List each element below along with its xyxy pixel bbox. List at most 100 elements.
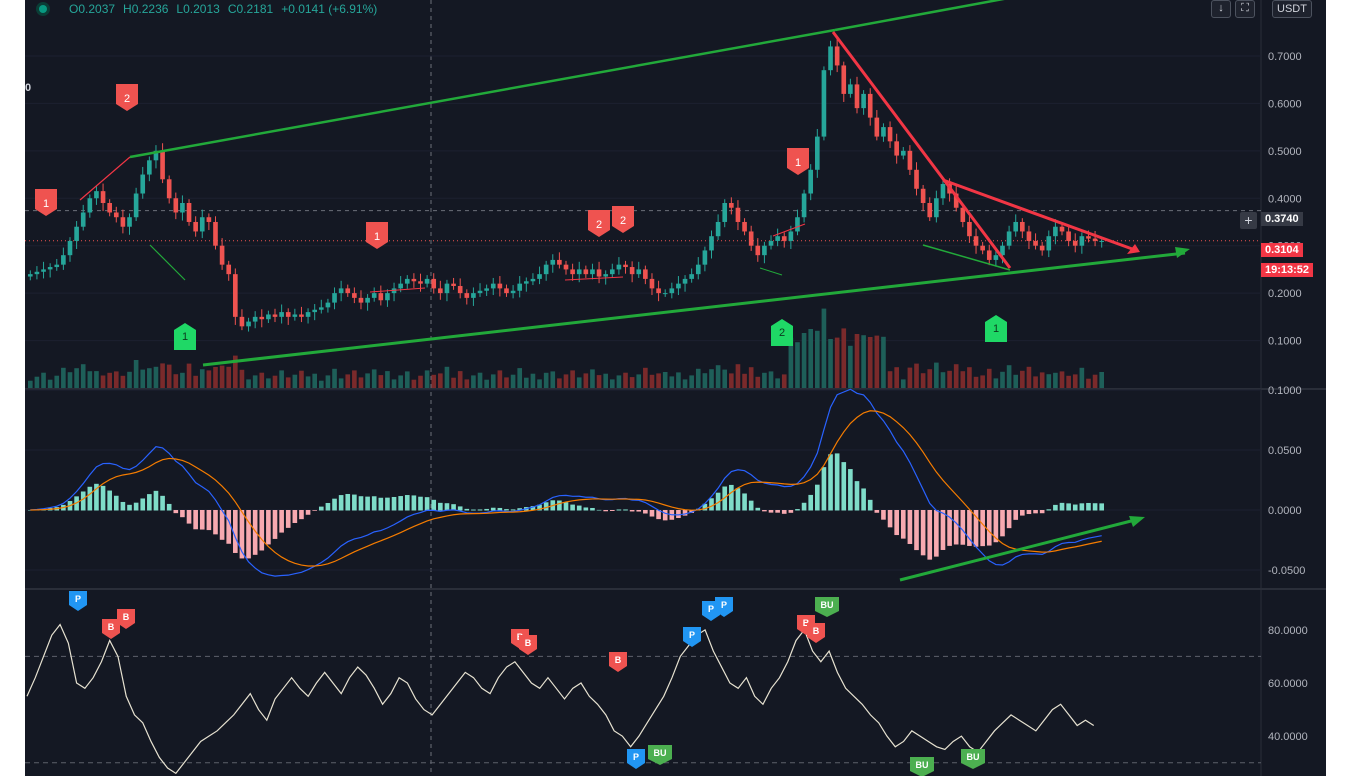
- macd-histogram-bar: [100, 485, 106, 511]
- candle-body: [318, 307, 324, 310]
- candle-body: [233, 274, 238, 317]
- macd-histogram-bar: [1046, 509, 1052, 511]
- macd-histogram-bar: [147, 494, 152, 511]
- candle-body: [266, 314, 271, 320]
- candle-body: [80, 212, 86, 227]
- volume-bar: [980, 375, 985, 388]
- ohlc-close: C0.2181: [227, 2, 274, 16]
- volume-bar: [762, 372, 767, 388]
- rsi-marker: BU: [815, 597, 839, 617]
- volume-bar: [1013, 374, 1019, 388]
- candle-body: [887, 127, 893, 142]
- macd-histogram-bar: [748, 500, 754, 511]
- volume-bar: [120, 375, 126, 388]
- candle-body: [133, 193, 139, 218]
- volume-bar: [431, 374, 437, 388]
- volume-bar: [484, 379, 489, 388]
- macd-histogram-bar: [609, 510, 615, 511]
- currency-button[interactable]: USDT: [1272, 0, 1312, 18]
- volume-bar: [914, 363, 919, 388]
- macd-histogram-bar: [444, 503, 450, 511]
- candle-body: [47, 267, 53, 270]
- macd-histogram-bar: [385, 497, 390, 511]
- candle-body: [497, 283, 503, 289]
- macd-histogram-bar: [662, 510, 668, 521]
- candle-body: [285, 312, 291, 317]
- macd-histogram-bar: [801, 502, 807, 511]
- macd-histogram-bar: [557, 500, 562, 511]
- crosshair-plus-icon[interactable]: +: [1240, 212, 1257, 229]
- rsi-marker: B: [102, 619, 120, 639]
- candle-body: [199, 217, 205, 232]
- candle-body: [424, 278, 430, 284]
- arrow-head: [1129, 516, 1145, 527]
- volume-bar: [894, 367, 899, 388]
- macd-histogram-bar: [1006, 510, 1012, 529]
- macd-histogram-bar: [1026, 510, 1032, 515]
- rsi-marker: P: [69, 591, 87, 611]
- macd-histogram-bar: [947, 510, 952, 546]
- volume-bar: [352, 370, 357, 388]
- candle-body: [41, 269, 46, 272]
- rsi-marker: P: [627, 749, 645, 769]
- candle-body: [299, 314, 304, 317]
- candle-body: [338, 288, 344, 294]
- macd-histogram-bar: [1013, 510, 1019, 520]
- candle-body: [94, 191, 99, 199]
- volume-bar: [411, 379, 417, 388]
- candle-body: [404, 278, 410, 284]
- candle-body: [1020, 221, 1025, 232]
- macd-histogram-bar: [153, 490, 159, 511]
- candle-body: [312, 309, 318, 313]
- volume-bar: [1072, 374, 1078, 388]
- volume-bar: [583, 373, 589, 388]
- macd-histogram-bar: [940, 510, 946, 550]
- fullscreen-icon: ⛶: [1241, 2, 1249, 14]
- candle-body: [768, 240, 774, 246]
- volume-bar: [629, 377, 635, 388]
- macd-histogram-bar: [471, 509, 476, 511]
- fullscreen-button[interactable]: ⛶: [1235, 0, 1255, 18]
- candle-body: [352, 293, 357, 298]
- macd-histogram-bar: [133, 502, 139, 511]
- download-button[interactable]: ↓: [1211, 0, 1231, 18]
- volume-bar: [748, 367, 754, 388]
- macd-histogram-bar: [490, 507, 496, 511]
- macd-histogram-bar: [563, 502, 569, 511]
- macd-histogram-bar: [709, 498, 714, 511]
- trading-chart[interactable]: 0.10000.20000.30000.40000.50000.60000.70…: [25, 0, 1326, 776]
- volume-bar: [576, 377, 582, 388]
- macd-histogram-bar: [636, 510, 642, 512]
- volume-bar: [219, 365, 225, 388]
- rsi-marker: P: [683, 627, 701, 647]
- candle-body: [484, 288, 489, 291]
- volume-bar: [543, 372, 549, 388]
- volume-bar: [1099, 372, 1105, 388]
- candle-body: [477, 290, 483, 294]
- volume-bar: [947, 370, 952, 388]
- candle-body: [821, 70, 827, 137]
- macd-histogram-bar: [702, 503, 708, 511]
- macd-histogram-bar: [299, 510, 304, 520]
- macd-histogram-bar: [742, 493, 747, 511]
- volume-bar: [841, 328, 847, 388]
- macd-histogram-bar: [914, 510, 919, 551]
- trend-line: [922, 244, 1011, 271]
- macd-histogram-bar: [768, 510, 774, 513]
- macd-histogram-bar: [371, 496, 377, 511]
- trend-line: [831, 31, 1012, 269]
- volume-bar: [1033, 376, 1038, 388]
- rsi-marker-label: P: [75, 594, 81, 604]
- candle-body: [1053, 226, 1058, 237]
- arrow-head: [1175, 247, 1190, 258]
- trend-line: [202, 251, 1186, 367]
- volume-bar: [742, 373, 747, 388]
- rsi-marker-label: B: [123, 612, 130, 622]
- volume-bar: [100, 375, 106, 388]
- candle-body: [530, 278, 536, 282]
- macd-histogram-bar: [292, 510, 298, 523]
- macd-histogram-bar: [1020, 510, 1025, 516]
- volume-bar: [87, 371, 93, 388]
- volume-bar: [973, 376, 979, 388]
- macd-histogram-bar: [927, 510, 933, 560]
